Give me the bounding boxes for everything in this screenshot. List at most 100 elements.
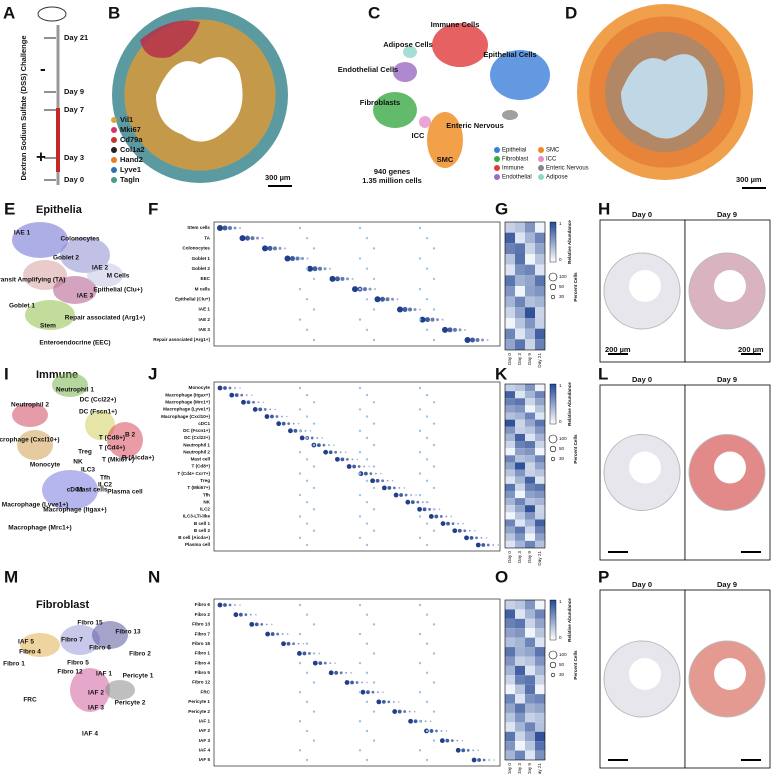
dot xyxy=(418,386,422,390)
label: Enteric Nervous xyxy=(446,121,504,130)
dot xyxy=(425,500,429,504)
heat-cell xyxy=(515,712,525,723)
label: Day 9 xyxy=(527,763,532,774)
label: Goblet 2 xyxy=(53,255,79,262)
dot xyxy=(418,749,422,752)
dot xyxy=(334,662,337,664)
label: Stem cells xyxy=(187,225,210,230)
dot xyxy=(425,700,429,704)
label: Fibroblast xyxy=(502,157,529,163)
heat-cell xyxy=(535,318,545,329)
dot xyxy=(365,328,369,332)
dot xyxy=(365,613,369,616)
heat-cell xyxy=(525,441,535,449)
dot xyxy=(346,277,349,281)
dot xyxy=(355,681,359,684)
dot xyxy=(358,451,362,454)
dot xyxy=(250,236,255,241)
label: 50 xyxy=(559,446,565,451)
panel-letter: G xyxy=(495,199,508,218)
dot xyxy=(418,257,422,260)
heat-cell xyxy=(525,722,535,732)
umap-cluster xyxy=(419,116,431,128)
dot xyxy=(358,386,362,390)
label: Mki67 xyxy=(120,125,141,134)
dot xyxy=(305,393,309,397)
label: ILC3 xyxy=(81,467,95,474)
label: Day 3 xyxy=(517,551,522,563)
heat-cell xyxy=(525,628,535,638)
dot xyxy=(372,308,376,311)
dot xyxy=(377,691,379,694)
dot xyxy=(262,245,268,252)
heat-cell xyxy=(535,455,545,463)
label: Adipose Cells xyxy=(383,40,433,49)
heat-cell xyxy=(525,703,535,713)
label: 30 xyxy=(559,672,565,677)
heat-cell xyxy=(525,307,535,318)
umap-cluster xyxy=(92,621,128,649)
label: Endothelial xyxy=(502,175,532,181)
heat-cell xyxy=(525,405,535,413)
panel-letter: I xyxy=(4,364,9,383)
dot xyxy=(312,465,316,468)
dot xyxy=(372,401,376,404)
heat-cell xyxy=(505,222,515,233)
heat-cell xyxy=(535,490,545,499)
heat-cell xyxy=(505,296,515,308)
dot xyxy=(425,729,429,733)
heat-cell xyxy=(505,476,515,484)
dot xyxy=(350,680,354,685)
label: Epithelial Cells xyxy=(483,50,536,59)
heat-cell xyxy=(535,328,545,340)
label: Tfh xyxy=(100,475,110,482)
heat-cell xyxy=(505,512,515,520)
heat-cell xyxy=(515,675,525,685)
dot xyxy=(365,758,369,762)
dot xyxy=(365,236,369,240)
dot xyxy=(286,415,288,418)
label: Lyve1 xyxy=(120,165,141,174)
heat-cell xyxy=(515,628,525,638)
dot xyxy=(298,287,302,291)
dss-bar xyxy=(56,108,60,172)
label: Pericyte 2 xyxy=(115,700,146,707)
dot xyxy=(286,633,289,635)
legend-swatch xyxy=(111,177,117,183)
label: ILC3-LTi-like xyxy=(183,514,211,519)
heat-cell xyxy=(505,637,515,648)
heat-cell xyxy=(505,254,515,265)
dot xyxy=(265,631,271,637)
heat-cell xyxy=(505,731,515,742)
heat-cell xyxy=(525,526,535,534)
dot xyxy=(229,392,235,398)
legend-swatch xyxy=(111,167,117,173)
dot xyxy=(486,339,489,341)
label: Fibro 2 xyxy=(129,651,151,658)
dot xyxy=(387,486,392,490)
dot xyxy=(456,739,459,742)
dot xyxy=(365,479,369,482)
umap-cluster xyxy=(373,92,417,128)
legend-swatch xyxy=(111,147,117,153)
label: EEC xyxy=(201,276,211,281)
dot xyxy=(358,408,362,411)
label: 100 xyxy=(559,274,567,279)
dot xyxy=(234,393,239,398)
heat-cell xyxy=(535,533,545,541)
heat-cell xyxy=(505,462,515,470)
dot xyxy=(370,478,376,484)
dot xyxy=(450,515,453,518)
label: Treg xyxy=(200,478,210,483)
label: IAF 1 xyxy=(96,671,112,678)
heat-cell xyxy=(515,637,525,648)
dot xyxy=(408,718,413,724)
label: ICC xyxy=(546,157,557,163)
dot xyxy=(356,458,359,461)
heat-cell xyxy=(525,384,535,392)
dot xyxy=(260,622,264,626)
label: Day 3 xyxy=(517,763,522,774)
label: Neutrophil 2 xyxy=(183,449,210,454)
dot xyxy=(298,408,302,411)
dot xyxy=(298,632,302,636)
